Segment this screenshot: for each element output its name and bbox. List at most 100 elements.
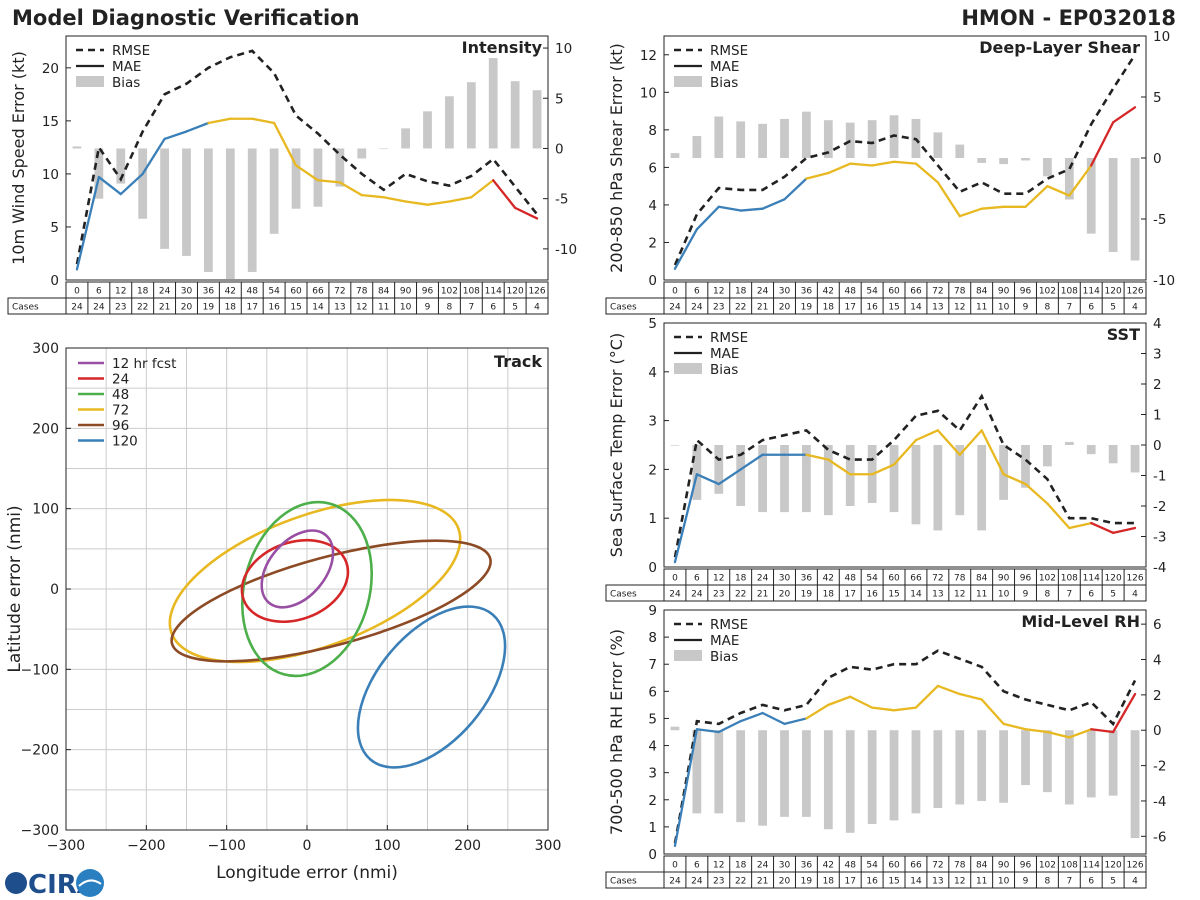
rh-mae-seg-60 <box>870 706 896 712</box>
intensity-mae-seg-84 <box>360 193 385 199</box>
shear-bias-bar-12 <box>714 116 724 158</box>
sst-mae-seg-48 <box>827 458 852 476</box>
intensity-mae-seg-78 <box>338 181 363 197</box>
rh-table-cases-6: 24 <box>691 877 703 887</box>
sst-y2tick-label-3: 3 <box>1153 347 1162 363</box>
sst-table-hour-30: 30 <box>779 574 791 584</box>
intensity-table-cases-102: 8 <box>447 303 453 313</box>
intensity-table-cases-48: 17 <box>247 303 258 313</box>
intensity-table-hour-96: 96 <box>422 287 434 297</box>
rh-ytick-label-2: 2 <box>648 793 657 809</box>
sst-bias-bar-18 <box>736 445 746 506</box>
intensity-ytick-label-15: 15 <box>42 114 59 130</box>
intensity-table-cases-0: 24 <box>71 303 83 313</box>
shear-table-hour-84: 84 <box>976 287 988 297</box>
shear-bias-bar-42 <box>823 120 833 158</box>
intensity-bias-bar-96 <box>423 111 432 149</box>
sst-mae-seg-66 <box>892 438 918 466</box>
intensity-bias-bar-48 <box>247 148 257 272</box>
rh-panel-title: Mid-Level RH <box>1021 612 1140 631</box>
sst-bias-bar-120 <box>1108 445 1118 464</box>
rh-table-cases-66: 14 <box>910 877 922 887</box>
intensity-table-hour-60: 60 <box>290 287 302 297</box>
intensity-bias-bar-72 <box>335 148 345 187</box>
shear-mae-seg-108 <box>1046 185 1071 197</box>
sst-ytick-label-1: 1 <box>648 511 657 527</box>
rh-table-hour-36: 36 <box>801 861 813 871</box>
track-ellipse-120h <box>356 605 507 769</box>
rh-y2tick-label--2: -2 <box>1153 759 1166 775</box>
intensity-table-cases-66: 14 <box>312 303 324 313</box>
sst-table-hour-78: 78 <box>954 574 966 584</box>
track-ytick-label-100: 100 <box>32 502 59 518</box>
rh-mae-seg-78 <box>936 684 961 696</box>
rh-bias-bar-90 <box>999 730 1008 803</box>
intensity-table-cases-114: 6 <box>490 303 496 313</box>
intensity-mae-seg-66 <box>294 164 320 182</box>
rh-mae-seg-126 <box>1111 692 1137 734</box>
sst-ytick-label-0: 0 <box>648 560 657 576</box>
rh-bias-bar-96 <box>1021 730 1030 786</box>
shear-table-hour-6: 6 <box>694 287 700 297</box>
shear-table-hour-24: 24 <box>757 287 769 297</box>
rh-table-hour-84: 84 <box>976 861 988 871</box>
sst-table-cases-72: 13 <box>932 590 943 600</box>
rh-bias-bar-42 <box>823 730 833 830</box>
sst-y2tick-label--2: -2 <box>1153 499 1166 515</box>
sst-table-cases-84: 11 <box>976 590 987 600</box>
intensity-table-cases-108: 7 <box>468 303 474 313</box>
sst-table-cases-48: 17 <box>845 590 856 600</box>
shear-table-cases-96: 9 <box>1023 303 1029 313</box>
shear-mae-seg-48 <box>827 162 852 175</box>
shear-table-cases-66: 14 <box>910 303 922 313</box>
intensity-table-cases-24: 21 <box>159 303 170 313</box>
shear-mae-seg-72 <box>914 162 940 184</box>
sst-bias-bar-96 <box>1021 445 1030 488</box>
sst-panel-title: SST <box>1107 325 1140 344</box>
sst-ytick-label-4: 4 <box>648 365 657 381</box>
sst-table-hour-66: 66 <box>910 574 922 584</box>
intensity-bias-bar-114 <box>488 58 498 149</box>
sst-bias-bar-102 <box>1043 445 1052 467</box>
rh-table-hour-54: 54 <box>866 861 878 871</box>
shear-panel-title: Deep-Layer Shear <box>979 38 1140 57</box>
sst-table-cases-66: 14 <box>910 590 922 600</box>
intensity-mae-seg-42 <box>207 117 232 125</box>
sst-bias-bar-48 <box>845 445 855 506</box>
sst-table-cases-6: 24 <box>691 590 703 600</box>
shear-y2tick-label-10: 10 <box>1153 29 1170 45</box>
track-legend-label-96h: 96 <box>112 418 129 434</box>
intensity-y2tick-label-0: 0 <box>555 141 564 157</box>
shear-bias-bar-96 <box>1021 158 1030 161</box>
shear-table-cases-24: 21 <box>757 303 768 313</box>
intensity-ytick-label-10: 10 <box>42 167 59 183</box>
shear-table-hour-114: 114 <box>1083 287 1100 297</box>
rh-bias-bar-48 <box>845 730 855 833</box>
rh-mae-seg-18 <box>717 720 742 734</box>
sst-bias-bar-72 <box>933 445 943 531</box>
sst-bias-bar-24 <box>758 445 767 513</box>
shear-y2tick-label--5: -5 <box>1153 212 1166 228</box>
shear-mae-seg-30 <box>761 198 786 210</box>
shear-mae-seg-42 <box>805 171 830 180</box>
rh-y2tick-label-2: 2 <box>1153 688 1162 704</box>
sst-bias-bar-30 <box>780 445 789 513</box>
rh-mae-seg-24 <box>739 711 764 723</box>
rh-mae-seg-48 <box>827 695 852 707</box>
track-ytick-label--200: −200 <box>21 743 59 759</box>
track-ellipse-72h <box>168 498 462 664</box>
rh-table-hour-90: 90 <box>998 861 1010 871</box>
intensity-mae-seg-126 <box>513 206 539 220</box>
sst-y2tick-label-1: 1 <box>1153 408 1162 424</box>
rh-table-hour-60: 60 <box>888 861 900 871</box>
rh-table-hour-72: 72 <box>932 861 943 871</box>
rh-bias-bar-0 <box>670 726 680 731</box>
sst-bias-bar-66 <box>911 445 921 525</box>
sst-mae-seg-96 <box>1002 473 1027 486</box>
sst-table-hour-84: 84 <box>976 574 988 584</box>
intensity-bias-bar-42 <box>225 148 235 279</box>
sst-bias-bar-78 <box>955 445 965 516</box>
shear-table-hour-0: 0 <box>672 287 678 297</box>
intensity-table-cases-30: 20 <box>181 303 193 313</box>
